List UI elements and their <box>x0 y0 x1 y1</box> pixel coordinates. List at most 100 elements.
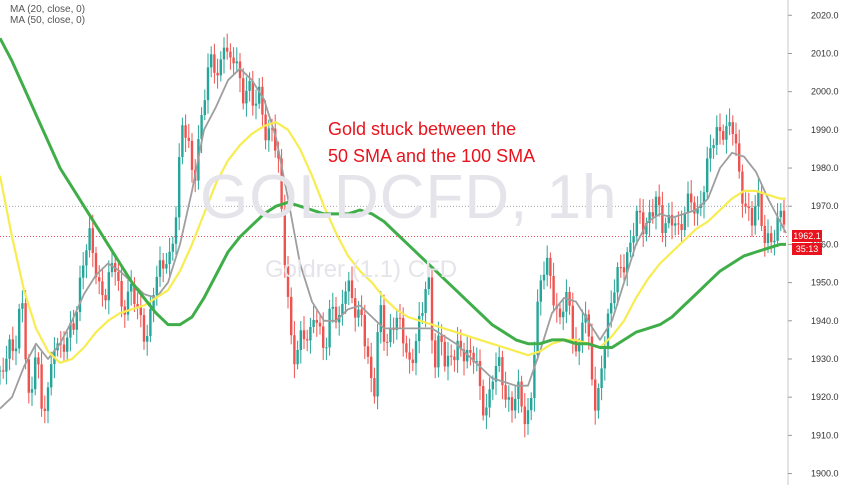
candle-body <box>648 212 651 224</box>
candle-body <box>318 322 322 327</box>
candle-body <box>360 309 363 316</box>
candle-body <box>21 303 24 309</box>
y-axis[interactable]: 1900.0 1910.0 1920.0 1930.0 1940.0 1950.0 1960… <box>787 0 839 485</box>
candle-body <box>190 140 194 170</box>
candle-body <box>619 267 622 269</box>
candle-body <box>514 399 517 411</box>
candle-body <box>222 47 226 60</box>
candle-body <box>558 308 562 318</box>
candle-body <box>462 349 466 362</box>
candle-body <box>712 145 715 149</box>
candle-body <box>504 385 507 400</box>
candle-body <box>766 233 770 244</box>
current-price-label: 1962.1 <box>792 230 822 243</box>
candle-body <box>523 406 526 425</box>
candle-body <box>261 86 264 115</box>
candle-body <box>443 341 446 367</box>
candle-body <box>658 196 661 206</box>
candle-body <box>635 210 638 237</box>
candle-body <box>110 263 114 273</box>
y-tick-label: 2010.0 <box>811 48 839 58</box>
legend-item[interactable]: MA (50, close, 0) <box>10 15 86 26</box>
candle-body <box>43 408 46 411</box>
candle-body <box>424 289 427 314</box>
candle-body <box>299 330 302 350</box>
candle-body <box>616 267 619 293</box>
candle-body <box>456 340 459 361</box>
candle-body <box>574 339 578 352</box>
candle-body <box>274 128 277 151</box>
candle-body <box>315 319 318 323</box>
candle-body <box>709 148 712 159</box>
candle-body <box>2 370 5 372</box>
candle-body <box>552 275 555 306</box>
candle-body <box>78 277 82 313</box>
candle-body <box>174 217 178 244</box>
candle-body <box>280 158 283 209</box>
candle-body <box>210 54 213 68</box>
candle-body <box>440 335 443 342</box>
candle-body <box>478 361 482 387</box>
candle-body <box>430 277 434 341</box>
candle-body <box>82 265 85 278</box>
candle-body <box>453 356 456 361</box>
candle-body <box>328 308 331 348</box>
candle-body <box>117 271 120 281</box>
candle-body <box>741 171 744 204</box>
indicator-legend: MA (20, close, 0) MA (50, close, 0) <box>10 4 85 26</box>
candle-body <box>693 202 696 214</box>
candle-body <box>626 252 629 273</box>
candle-body <box>334 306 338 323</box>
candle-body <box>533 354 536 398</box>
candle-body <box>232 57 235 64</box>
candle-body <box>302 330 306 340</box>
candle-body <box>725 126 728 140</box>
candle-body <box>363 315 366 347</box>
candle-body <box>683 213 686 231</box>
chart-annotation: Gold stuck between the 50 SMA and the 10… <box>328 116 648 170</box>
candle-body <box>376 332 379 397</box>
candle-body <box>158 260 162 277</box>
candle-body <box>152 294 155 309</box>
candle-body <box>373 378 376 397</box>
candle-body <box>776 217 779 241</box>
candle-body <box>136 303 139 308</box>
candle-body <box>581 322 584 344</box>
candle-body <box>267 128 270 141</box>
candle-body <box>133 283 136 304</box>
candle-body <box>242 78 245 104</box>
candle-body <box>85 250 88 266</box>
source-watermark: Goldrer (1.1) CFD <box>265 256 458 283</box>
candle-body <box>501 357 504 386</box>
candle-body <box>696 208 699 214</box>
y-tick-label: 1900.0 <box>811 469 839 479</box>
candle-body <box>482 386 485 416</box>
candle-body <box>542 274 546 281</box>
candle-body <box>526 410 530 425</box>
candle-body <box>293 335 296 365</box>
candle-body <box>216 72 219 76</box>
candle-body <box>344 291 347 304</box>
candle-body <box>408 352 411 360</box>
candle-body <box>46 387 50 411</box>
candle-body <box>750 208 754 226</box>
candle-body <box>738 143 741 172</box>
candle-body <box>200 115 203 140</box>
candle-body <box>760 191 763 226</box>
candle-body <box>402 318 405 344</box>
candle-body <box>24 303 27 360</box>
candle-body <box>149 308 152 337</box>
candle-body <box>325 347 328 349</box>
grid-layer <box>0 205 788 237</box>
candle-body <box>757 191 760 207</box>
candle-body <box>520 381 523 407</box>
candle-body <box>331 306 334 309</box>
candle-body <box>395 317 398 330</box>
candle-body <box>379 305 382 333</box>
legend-item[interactable]: MA (20, close, 0) <box>10 4 86 15</box>
y-tick-label: 1920.0 <box>811 392 839 402</box>
candle-body <box>437 335 440 368</box>
candle-body <box>606 313 610 350</box>
candle-body <box>277 150 280 159</box>
